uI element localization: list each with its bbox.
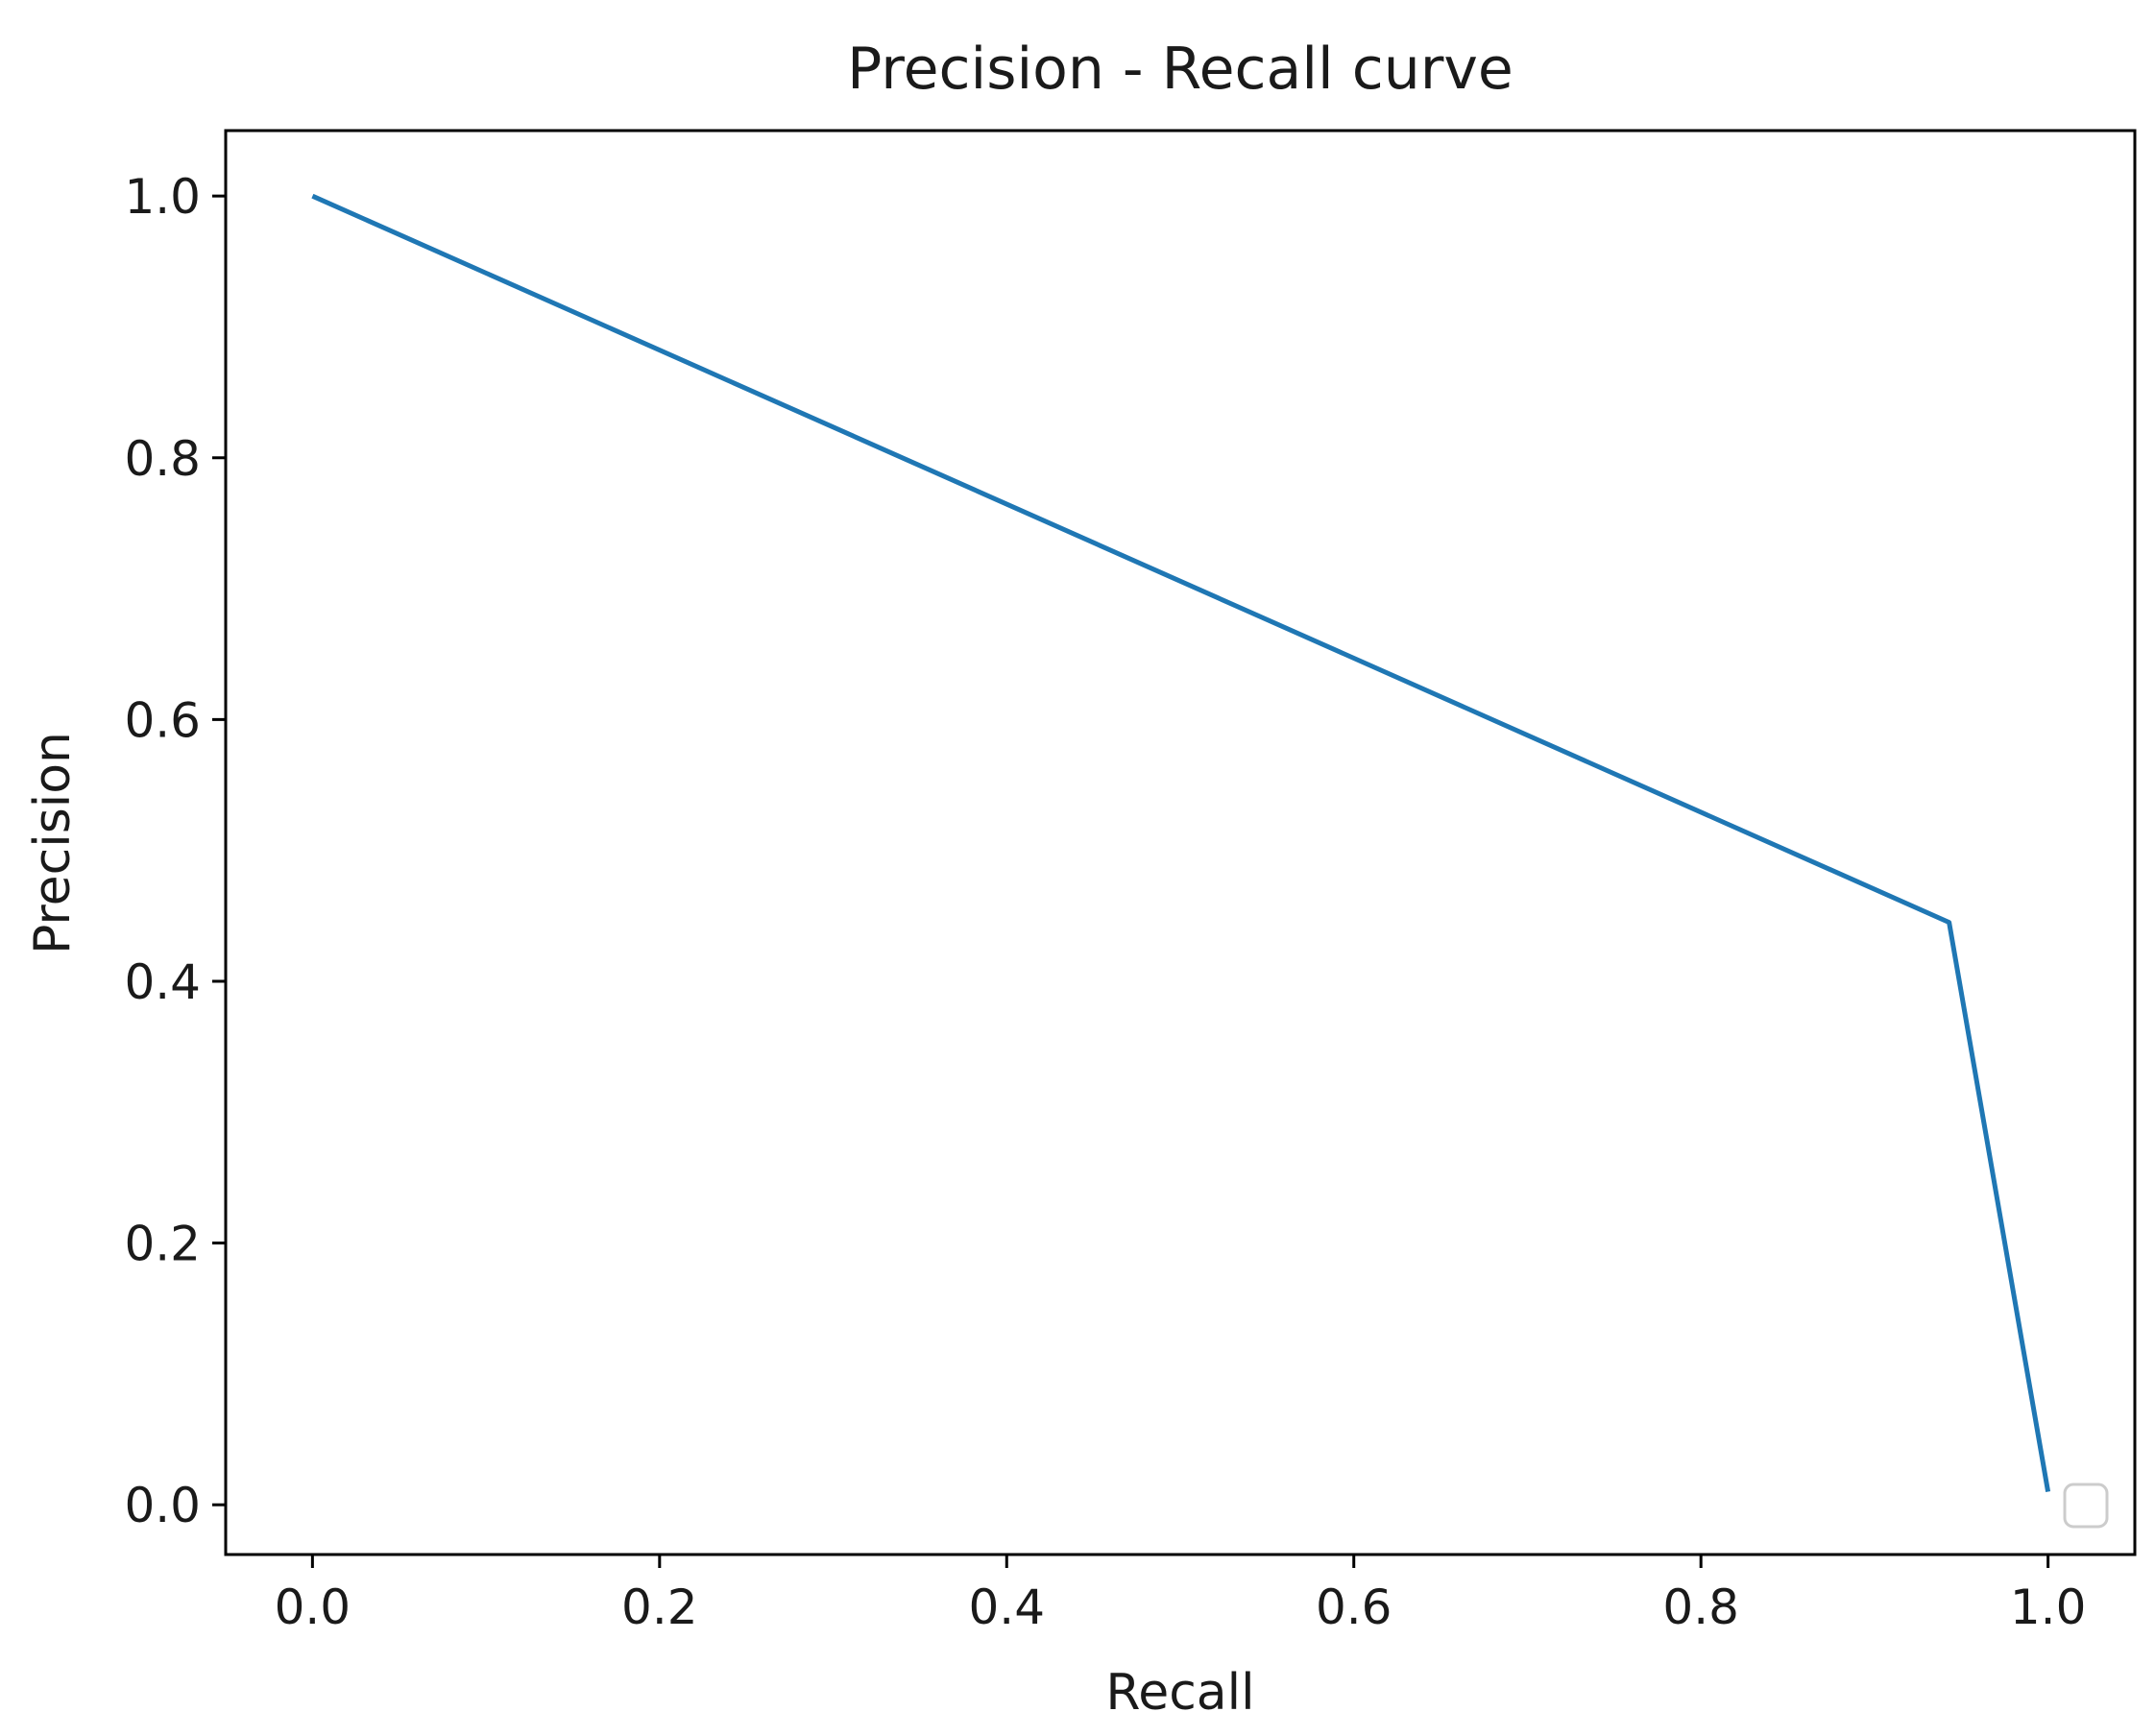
x-axis-label: Recall bbox=[1105, 1664, 1254, 1722]
series-line-precision-recall bbox=[311, 193, 2051, 1493]
axes-frame bbox=[224, 129, 2137, 1556]
plot-layer bbox=[311, 193, 2051, 1493]
y-tick-label: 0.6 bbox=[124, 692, 201, 748]
y-tick-label: 0.0 bbox=[124, 1478, 201, 1533]
x-tick-label: 0.4 bbox=[969, 1579, 1046, 1635]
y-tick-label: 1.0 bbox=[124, 169, 201, 225]
x-tick-label: 0.2 bbox=[621, 1579, 698, 1635]
y-tick-label: 0.2 bbox=[124, 1217, 201, 1272]
y-tick-label: 0.8 bbox=[124, 431, 201, 487]
chart-title: Precision - Recall curve bbox=[847, 36, 1513, 103]
x-tick-label: 1.0 bbox=[2010, 1579, 2087, 1635]
x-axis-ticks: 0.0 0.2 0.4 0.6 0.8 1.0 bbox=[275, 1555, 2087, 1635]
legend-box bbox=[2063, 1483, 2109, 1529]
x-tick-label: 0.0 bbox=[275, 1579, 351, 1635]
y-axis-label: Precision bbox=[24, 732, 82, 954]
y-axis-ticks: 0.0 0.2 0.4 0.6 0.8 1.0 bbox=[124, 169, 226, 1533]
x-tick-label: 0.6 bbox=[1316, 1579, 1392, 1635]
y-tick-label: 0.4 bbox=[124, 954, 201, 1010]
x-tick-label: 0.8 bbox=[1662, 1579, 1739, 1635]
